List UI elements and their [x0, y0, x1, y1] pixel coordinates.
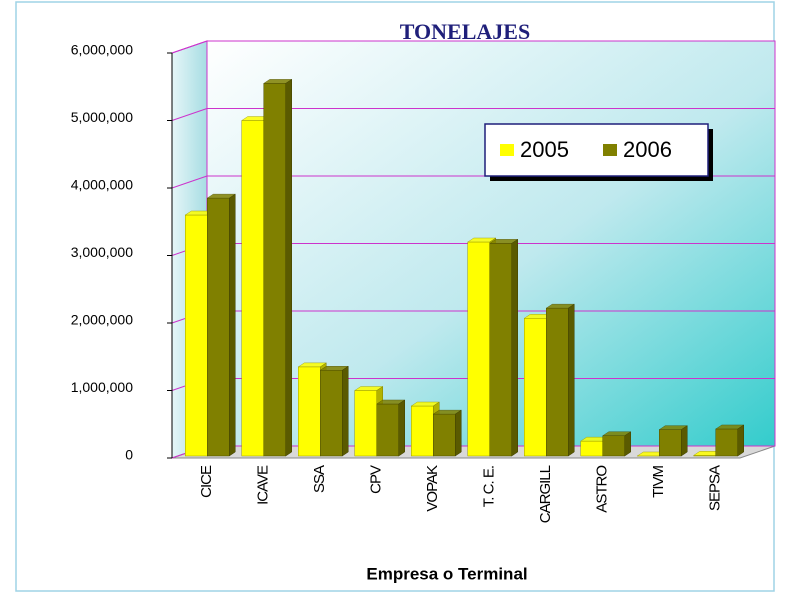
bar-side — [342, 366, 348, 456]
bar-side — [568, 304, 574, 456]
bar — [207, 194, 235, 456]
legend-swatch — [500, 144, 514, 156]
x-tick-label: TIVM — [650, 466, 667, 498]
bar-front — [298, 367, 320, 456]
bar-side — [455, 410, 461, 456]
x-tick-label: CICE — [198, 465, 215, 498]
legend-box — [485, 124, 708, 176]
bar-side — [399, 400, 405, 456]
bar-front — [433, 414, 455, 456]
bar-front — [207, 198, 229, 456]
bar — [603, 432, 631, 456]
bar-front — [490, 243, 512, 456]
bar-side — [286, 79, 292, 456]
bar-side — [229, 194, 235, 456]
bar-front — [411, 406, 433, 456]
x-axis-label: Empresa o Terminal — [366, 564, 527, 583]
x-tick-label: ASTRO — [594, 466, 611, 513]
bar-front — [355, 391, 377, 457]
x-tick-label: SSA — [311, 465, 328, 493]
bar-front — [320, 370, 342, 456]
y-tick-label: 2,000,000 — [71, 312, 133, 328]
bar-side — [625, 432, 631, 456]
bar — [546, 304, 574, 456]
bar-side — [738, 425, 744, 456]
bar — [320, 366, 348, 456]
x-tick-label: SEPSA — [707, 465, 724, 511]
bar-front — [581, 441, 603, 456]
x-tick-label: CARGILL — [537, 465, 554, 523]
bar-side — [512, 239, 518, 456]
x-tick-label: CPV — [368, 465, 385, 494]
y-tick-label: 1,000,000 — [71, 379, 133, 395]
bar-front — [659, 430, 681, 456]
bar — [433, 410, 461, 456]
bar — [716, 425, 744, 456]
legend-label: 2006 — [623, 137, 672, 162]
x-tick-label: ICAVE — [255, 465, 272, 505]
legend-swatch — [603, 144, 617, 156]
y-tick-label: 0 — [125, 447, 133, 463]
bar-front — [468, 242, 490, 456]
legend: 2005 2006 — [485, 124, 713, 181]
y-tick-label: 6,000,000 — [71, 42, 133, 58]
bar — [490, 239, 518, 456]
x-tick-label: VOPAK — [424, 465, 441, 512]
legend-label: 2005 — [520, 137, 569, 162]
bar — [264, 79, 292, 456]
chart-title: TONELAJES — [400, 19, 530, 44]
bar-front — [377, 404, 399, 456]
y-tick-label: 4,000,000 — [71, 177, 133, 193]
bar — [659, 426, 687, 456]
bar-front — [546, 308, 568, 456]
bar-front — [185, 215, 207, 456]
bar-front — [264, 83, 286, 456]
y-tick-label: 5,000,000 — [71, 109, 133, 125]
bar-side — [681, 426, 687, 456]
bar-front — [603, 436, 625, 456]
y-tick-label: 3,000,000 — [71, 244, 133, 260]
bar-front — [242, 121, 264, 457]
bar-front — [524, 318, 546, 456]
x-tick-label: T. C. E. — [481, 466, 498, 507]
bar-front — [716, 429, 738, 456]
bar — [377, 400, 405, 456]
